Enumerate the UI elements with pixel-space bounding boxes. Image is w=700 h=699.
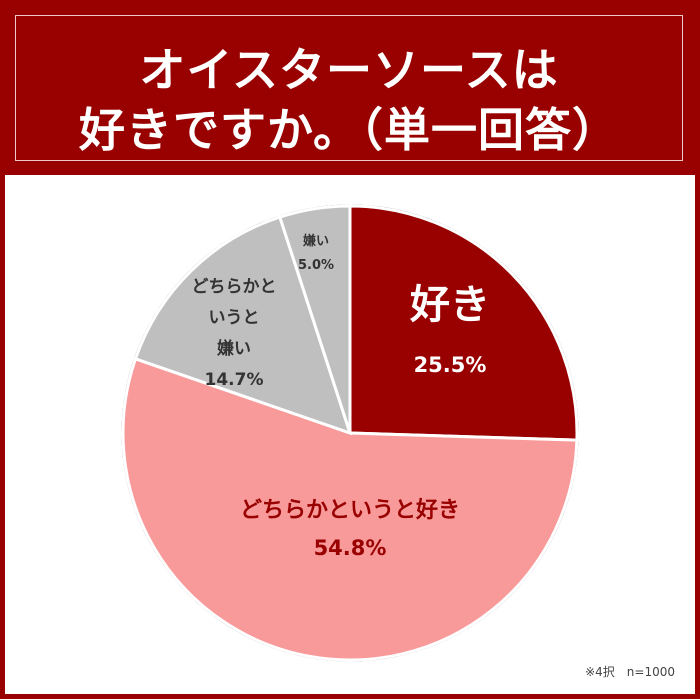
slice-label-3: 嫌い xyxy=(216,338,251,359)
value-label-1: 25.5% xyxy=(414,353,487,377)
title-line-2: 好きですか。（単一回答） xyxy=(78,103,620,157)
footnote: ※4択 n=1000 xyxy=(585,665,675,679)
slice-label-3: どちらかと xyxy=(192,277,277,297)
pie-slice-2 xyxy=(121,356,579,662)
pie-slice-4 xyxy=(277,204,352,434)
value-label-2: 54.8% xyxy=(314,536,387,560)
slice-label-1: 好き xyxy=(409,282,490,328)
pie-slice-1 xyxy=(348,204,579,442)
title-line-1: オイスターソースは xyxy=(139,43,559,97)
slice-label-4: 嫌い xyxy=(302,233,329,249)
slice-label-2: どちらかというと好き xyxy=(240,497,460,523)
title-box: オイスターソースは 好きですか。（単一回答） xyxy=(15,15,683,161)
value-label-3: 14.7% xyxy=(205,370,264,390)
value-label-4: 5.0% xyxy=(298,258,334,273)
slice-label-3: いうと xyxy=(209,308,260,328)
